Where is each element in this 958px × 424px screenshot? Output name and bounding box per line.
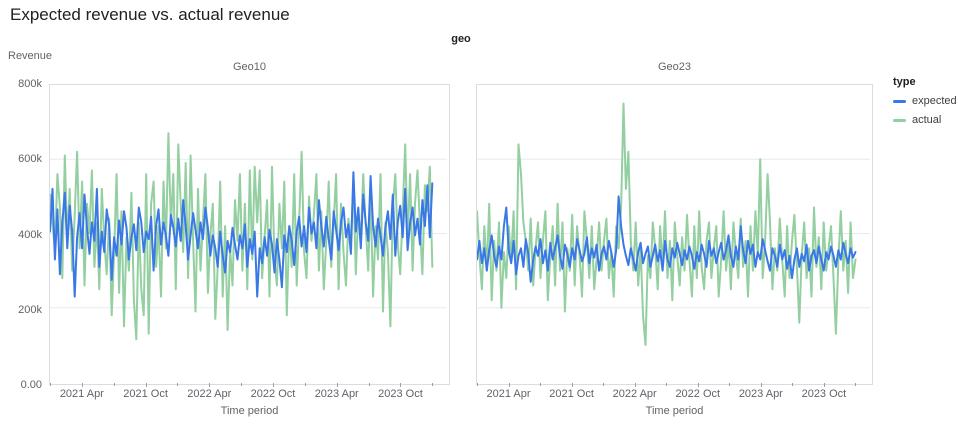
y-tick-label: 800k (18, 78, 42, 90)
plot-svg-geo23 (477, 102, 870, 346)
legend-swatch-icon (893, 118, 906, 122)
facet-field-label: geo (451, 33, 471, 45)
x-major-tick (400, 383, 402, 387)
x-major-tick (209, 383, 211, 387)
legend-item-actual[interactable]: actual (893, 114, 957, 126)
y-tick-label: 600k (18, 153, 42, 166)
facet-panel-geo10: Geo10 2021 Apr 2021 Oct 2022 Apr 2022 Oct 20… (49, 61, 450, 417)
legend-swatch-icon (893, 99, 906, 103)
legend-item-label: actual (912, 114, 942, 126)
x-tick-label: 2023 Apr (738, 388, 783, 400)
x-minor-tick (792, 383, 794, 386)
series-line-actual[interactable] (477, 102, 857, 346)
x-tick-label: 2021 Apr (486, 388, 531, 400)
panel-title-geo23: Geo23 (657, 61, 692, 73)
x-minor-tick (855, 383, 857, 386)
x-minor-tick (666, 383, 668, 386)
legend-item-expected[interactable]: expected (893, 95, 957, 107)
x-major-tick (336, 383, 338, 387)
x-major-tick (697, 383, 699, 387)
series-line-expected[interactable] (50, 171, 434, 298)
x-minor-tick (729, 383, 731, 386)
series-line-expected[interactable] (477, 195, 857, 283)
x-minor-tick (540, 383, 542, 386)
x-major-tick (823, 383, 825, 387)
x-major-tick (81, 383, 83, 387)
x-minor-tick (477, 383, 478, 386)
x-minor-tick (113, 383, 115, 386)
x-minor-tick (603, 383, 605, 386)
x-tick-label: 2023 Oct (378, 388, 423, 400)
legend: type expected actual (893, 76, 957, 126)
y-tick-label: 0.00 (20, 379, 42, 391)
y-tick-label: 400k (18, 228, 42, 241)
x-minor-tick (177, 383, 179, 386)
x-tick-label: 2022 Oct (675, 388, 721, 400)
x-minor-tick (50, 383, 51, 386)
x-axis-title: Time period (645, 405, 704, 417)
x-major-tick (508, 383, 510, 387)
plot-svg-geo10 (50, 132, 447, 341)
x-major-tick (571, 383, 573, 387)
x-tick-label: 2021 Apr (59, 388, 104, 400)
panel-title-geo10: Geo10 (232, 61, 267, 73)
y-axis-title: Revenue (8, 50, 53, 62)
y-tick-label: 200k (18, 303, 42, 316)
x-tick-label: 2021 Oct (123, 388, 168, 400)
x-minor-tick (304, 383, 306, 386)
x-tick-label: 2023 Oct (801, 388, 847, 400)
x-major-tick (760, 383, 762, 387)
plot-area-geo10[interactable]: 2021 Apr 2021 Oct 2022 Apr 2022 Oct 2023 Apr… (49, 84, 450, 400)
x-minor-tick (368, 383, 370, 386)
x-axis-title: Time period (220, 405, 279, 417)
legend-title: type (893, 76, 916, 88)
x-minor-tick (241, 383, 243, 386)
x-major-tick (145, 383, 147, 387)
chart-title: Expected revenue vs. actual revenue (10, 5, 290, 24)
series-line-actual[interactable] (50, 132, 434, 341)
facet-panel-geo23: Geo23 2021 Apr 2021 Oct 2022 Apr 2022 Oct 20… (476, 61, 873, 417)
x-tick-label: 2023 Apr (314, 388, 359, 400)
plot-area-geo23[interactable]: 2021 Apr 2021 Oct 2022 Apr 2022 Oct 2023 Apr… (476, 84, 873, 400)
x-tick-label: 2022 Apr (612, 388, 657, 400)
legend-item-label: expected (912, 95, 957, 107)
x-minor-tick (432, 383, 434, 386)
x-major-tick (273, 383, 274, 387)
x-tick-label: 2022 Apr (187, 388, 232, 400)
x-major-tick (634, 383, 636, 387)
x-tick-label: 2022 Oct (250, 388, 296, 400)
x-tick-label: 2021 Oct (549, 388, 594, 400)
legend-items: expected actual (893, 95, 957, 126)
